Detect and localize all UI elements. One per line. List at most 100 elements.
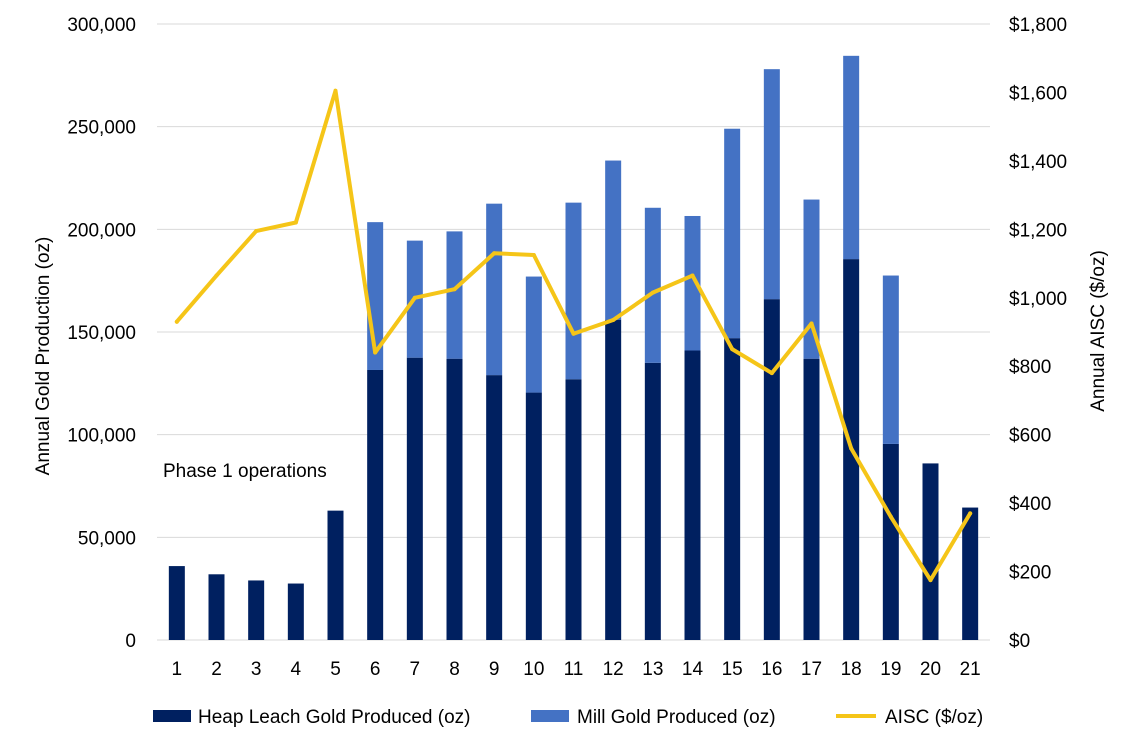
bar-mill-15 — [724, 128, 741, 339]
bar-mill-8 — [446, 231, 463, 359]
right-tick-label-8: $1,600 — [1009, 83, 1067, 104]
legend-label-mill: Mill Gold Produced (oz) — [577, 707, 776, 728]
bar-heap-leach-19 — [882, 443, 899, 640]
bar-heap-leach-13 — [644, 362, 661, 640]
aisc-point-9 — [492, 251, 497, 256]
aisc-line-layer — [174, 88, 973, 583]
legend-swatch-mill — [531, 710, 569, 722]
bar-heap-leach-17 — [803, 358, 820, 640]
bar-heap-leach-2 — [208, 574, 225, 640]
legend-swatch-heap-leach — [153, 710, 191, 722]
aisc-point-2 — [214, 273, 219, 278]
bar-mill-12 — [605, 160, 622, 320]
phase-annotation: Phase 1 operations — [163, 461, 327, 482]
left-tick-label-6: 300,000 — [67, 15, 136, 36]
aisc-point-14 — [690, 273, 695, 278]
bar-heap-leach-1 — [168, 566, 185, 640]
left-axis-ticks: 0 50,000 100,000 150,000 200,000 250,000 300,0… — [67, 15, 136, 652]
bars — [168, 55, 979, 640]
aisc-point-21 — [968, 511, 973, 516]
bar-mill-10 — [525, 276, 542, 393]
right-tick-label-2: $400 — [1009, 494, 1051, 515]
left-axis-title: Annual Gold Production (oz) — [33, 237, 54, 476]
left-tick-label-4: 200,000 — [67, 220, 136, 241]
bar-heap-leach-16 — [763, 299, 780, 640]
bar-mill-13 — [644, 207, 661, 363]
bar-heap-leach-21 — [962, 507, 979, 640]
left-tick-label-1: 50,000 — [78, 528, 136, 549]
bar-heap-leach-14 — [684, 350, 701, 640]
x-tick-label-16: 16 — [761, 659, 782, 680]
left-tick-label-5: 250,000 — [67, 118, 136, 139]
bar-heap-leach-11 — [565, 379, 582, 640]
x-tick-label-1: 1 — [172, 659, 183, 680]
x-tick-label-21: 21 — [960, 659, 981, 680]
x-tick-label-17: 17 — [801, 659, 822, 680]
right-tick-label-5: $1,000 — [1009, 289, 1067, 310]
x-tick-label-13: 13 — [642, 659, 663, 680]
bar-mill-9 — [486, 203, 503, 376]
bar-heap-leach-15 — [724, 338, 741, 640]
aisc-point-16 — [769, 371, 774, 376]
right-tick-label-4: $800 — [1009, 357, 1051, 378]
right-tick-label-3: $600 — [1009, 426, 1051, 447]
aisc-point-5 — [333, 88, 338, 93]
aisc-point-10 — [531, 253, 536, 257]
bar-mill-19 — [882, 275, 899, 444]
left-tick-label-2: 100,000 — [67, 426, 136, 447]
bar-heap-leach-3 — [248, 580, 265, 640]
x-tick-label-9: 9 — [489, 659, 500, 680]
x-tick-label-6: 6 — [370, 659, 381, 680]
bar-heap-leach-12 — [605, 319, 622, 640]
aisc-point-4 — [293, 220, 298, 225]
right-tick-label-6: $1,200 — [1009, 220, 1067, 241]
aisc-point-8 — [452, 287, 457, 292]
legend-label-aisc: AISC ($/oz) — [885, 707, 983, 728]
bar-mill-14 — [684, 215, 701, 351]
x-tick-label-4: 4 — [291, 659, 302, 680]
bar-heap-leach-8 — [446, 358, 463, 640]
x-tick-label-15: 15 — [722, 659, 743, 680]
right-tick-label-7: $1,400 — [1009, 152, 1067, 173]
x-tick-label-11: 11 — [564, 659, 584, 680]
x-tick-label-20: 20 — [920, 659, 941, 680]
aisc-point-7 — [412, 295, 417, 300]
aisc-point-6 — [373, 350, 378, 355]
aisc-point-3 — [254, 229, 259, 234]
bar-heap-leach-10 — [525, 392, 542, 640]
bar-heap-leach-20 — [922, 463, 939, 640]
aisc-point-20 — [928, 578, 933, 583]
aisc-point-18 — [849, 446, 854, 451]
aisc-point-1 — [174, 319, 179, 324]
right-axis-ticks: $0 $200 $400 $600 $800 $1,000 $1,200 $1,400 $1,6… — [1009, 15, 1067, 652]
bar-mill-17 — [803, 199, 820, 359]
aisc-point-13 — [650, 290, 655, 295]
x-tick-label-2: 2 — [211, 659, 222, 680]
x-tick-label-7: 7 — [410, 659, 421, 680]
bar-mill-11 — [565, 202, 582, 380]
aisc-point-15 — [730, 347, 735, 352]
aisc-point-12 — [611, 318, 616, 323]
right-tick-label-9: $1,800 — [1009, 15, 1067, 36]
left-tick-label-3: 150,000 — [67, 323, 136, 344]
legend: Heap Leach Gold Produced (oz) Mill Gold … — [153, 707, 983, 728]
aisc-point-17 — [809, 321, 814, 326]
x-tick-label-18: 18 — [841, 659, 862, 680]
x-tick-label-8: 8 — [449, 659, 460, 680]
bar-heap-leach-4 — [287, 583, 304, 640]
bar-mill-16 — [763, 69, 780, 300]
x-tick-label-5: 5 — [330, 659, 341, 680]
x-tick-label-3: 3 — [251, 659, 262, 680]
bar-heap-leach-7 — [406, 357, 423, 640]
aisc-point-11 — [571, 331, 576, 336]
x-axis-ticks: 1 2 3 4 5 6 7 8 9 10 11 12 13 14 15 16 17 18 19 20 21 — [172, 659, 981, 680]
bar-heap-leach-5 — [327, 510, 344, 640]
x-tick-label-10: 10 — [523, 659, 544, 680]
right-axis-title: Annual AISC ($/oz) — [1088, 250, 1109, 412]
right-tick-label-1: $200 — [1009, 563, 1051, 584]
x-tick-label-12: 12 — [603, 659, 624, 680]
bar-mill-18 — [843, 55, 860, 260]
x-tick-label-14: 14 — [682, 659, 704, 680]
right-tick-label-0: $0 — [1009, 631, 1030, 652]
